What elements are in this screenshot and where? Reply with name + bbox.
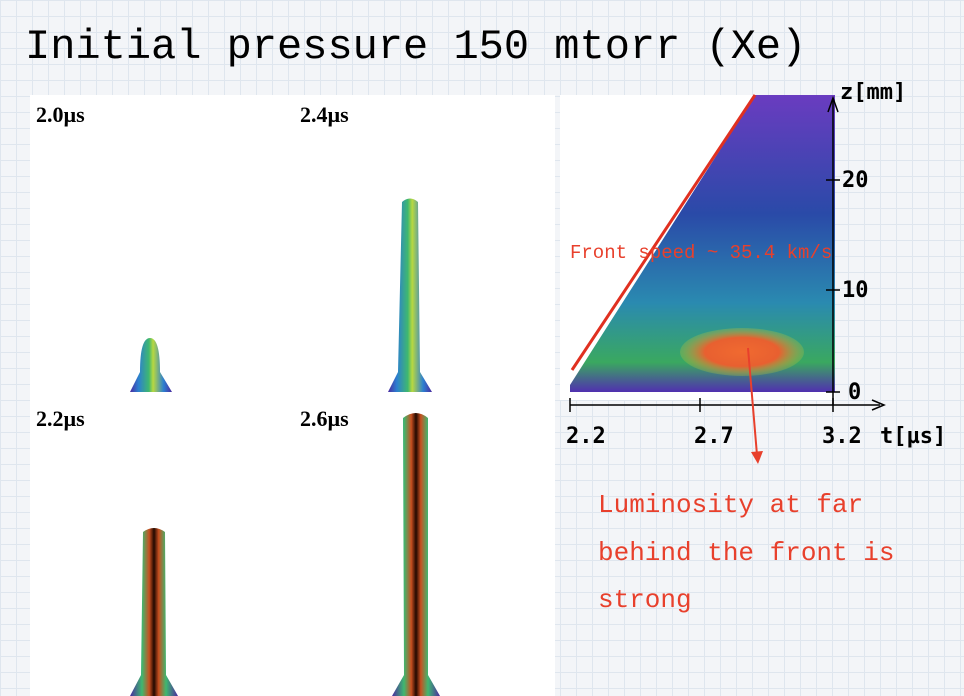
t-tick-label: 3.2: [822, 424, 862, 449]
t-axis-label: t[µs]: [880, 424, 946, 449]
frames-panel: [30, 95, 555, 696]
arrow-head: [751, 451, 763, 464]
annotation-line: behind the front is: [598, 538, 894, 568]
annotation-line: strong: [598, 585, 692, 615]
frame-label: 2.4µs: [300, 102, 349, 127]
t-tick-label: 2.7: [694, 424, 734, 449]
title: Initial pressure 150 mtorr (Xe): [25, 23, 806, 71]
frame-label: 2.6µs: [300, 406, 349, 431]
z-tick-label: 20: [842, 168, 869, 193]
fit-label: Front speed ~ 35.4 km/s: [570, 242, 832, 264]
t-tick-label: 2.2: [566, 424, 606, 449]
frame-label: 2.2µs: [36, 406, 85, 431]
slide: Initial pressure 150 mtorr (Xe) 2.0µs 2.…: [0, 0, 964, 696]
page: Initial pressure 150 mtorr (Xe) 2.0µs 2.…: [0, 0, 964, 696]
annotation-line: Luminosity at far: [598, 490, 863, 520]
frame-label: 2.0µs: [36, 102, 85, 127]
z-axis-label: z[mm]: [840, 80, 906, 105]
hotspot: [680, 328, 804, 376]
z-tick-label: 10: [842, 278, 869, 303]
z-tick-label: 0: [848, 380, 861, 405]
